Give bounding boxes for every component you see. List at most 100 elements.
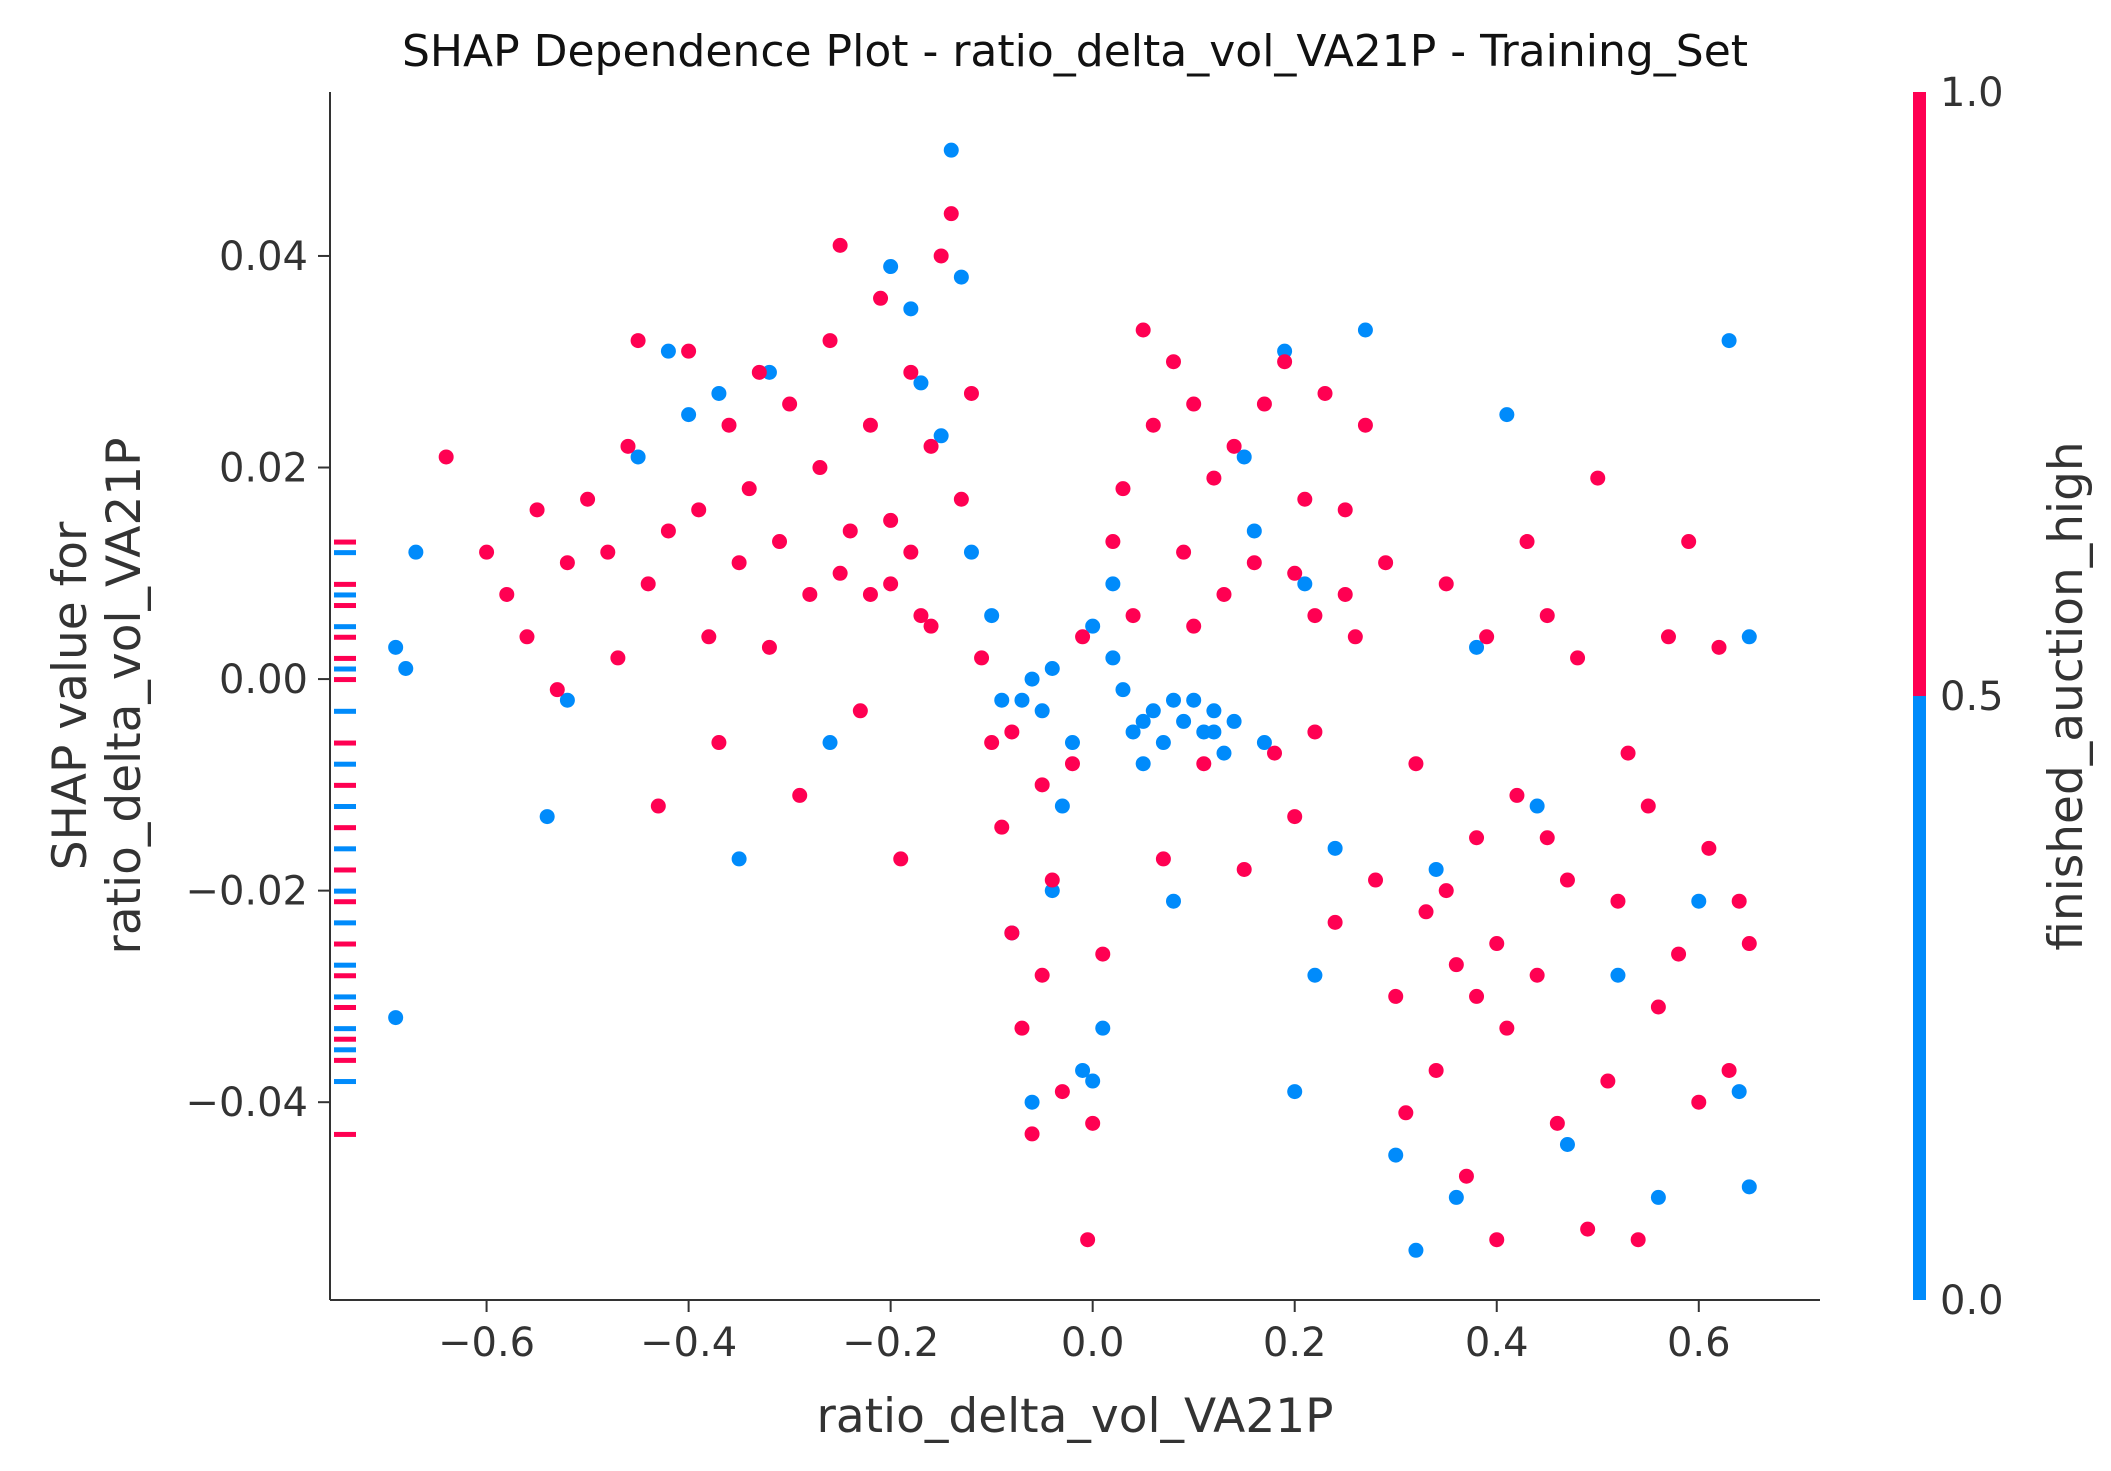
scatter-point [1650,1189,1666,1205]
scatter-point [1176,544,1192,560]
scatter-point [1368,872,1384,888]
rug-mark [334,962,356,968]
scatter-point [1580,1221,1596,1237]
scatter-point [903,301,919,317]
scatter-point [832,237,848,253]
scatter-point [1337,586,1353,602]
scatter-point [1590,470,1606,486]
scatter-point [1448,1189,1464,1205]
scatter-point [1226,713,1242,729]
colorbar-label: finished_auction_high [2039,441,2094,950]
scatter-point [1135,322,1151,338]
scatter-point [792,787,808,803]
y-tick-label: 0.02 [219,446,308,492]
scatter-point [1681,534,1697,550]
colorbar-low-segment [1913,696,1926,1300]
scatter-point [1196,756,1212,772]
scatter-point [1155,735,1171,751]
scatter-point [812,460,828,476]
scatter-point [1024,1094,1040,1110]
scatter-point [529,502,545,518]
rug-mark [334,1079,356,1085]
y-axis-label-group: SHAP value for ratio_delta_vol_VA21P [43,438,152,955]
scatter-point [1741,936,1757,952]
rug-mark [334,624,356,630]
scatter-point [1145,703,1161,719]
scatter-point [711,735,727,751]
rug-mark [334,804,356,810]
scatter-point [731,555,747,571]
scatter-point [994,692,1010,708]
scatter-point [1105,650,1121,666]
scatter-point [903,364,919,380]
colorbar-tick-label: 0.0 [1940,1278,2004,1324]
scatter-point [1115,481,1131,497]
scatter-point [1206,724,1222,740]
scatter-point [681,343,697,359]
rug-mark [334,1036,356,1042]
scatter-point [1044,872,1060,888]
scatter-point [1044,660,1060,676]
scatter-point [1570,650,1586,666]
scatter-point [1691,1094,1707,1110]
scatter-point [499,586,515,602]
rug-mark [334,941,356,947]
scatter-point [802,586,818,602]
scatter-point [1267,745,1283,761]
scatter-point [1155,851,1171,867]
scatter-point [1731,893,1747,909]
scatter-point [1297,576,1313,592]
scatter-point [1539,830,1555,846]
scatter-point [1408,756,1424,772]
scatter-point [1499,1020,1515,1036]
rug-mark [334,634,356,640]
scatter-point [984,608,1000,624]
scatter-point [1327,914,1343,930]
scatter-point [1176,713,1192,729]
scatter-point [1287,1084,1303,1100]
scatter-point [650,798,666,814]
x-tick-label: 0.2 [1263,1320,1327,1366]
scatter-point [388,639,404,655]
scatter-point [1085,1115,1101,1131]
scatter-point [751,364,767,380]
scatter-points [388,142,1757,1258]
scatter-point [842,523,858,539]
scatter-point [1236,861,1252,877]
rug-mark [334,1131,356,1137]
scatter-point [1287,809,1303,825]
rug-mark [334,550,356,556]
scatter-point [701,629,717,645]
scatter-point [933,428,949,444]
scatter-point [943,206,959,222]
scatter-point [721,417,737,433]
rug-mark [334,867,356,873]
colorbar: 1.0 0.5 0.0 finished_auction_high [1913,70,2094,1324]
rug-mark [334,973,356,979]
scatter-point [1428,1062,1444,1078]
y-axis-ticks: 0.04 0.02 0.00 −0.02 −0.04 [185,234,330,1126]
scatter-point [1357,417,1373,433]
scatter-point [1398,1105,1414,1121]
scatter-point [862,417,878,433]
rug-mark [334,846,356,852]
scatter-point [388,1010,404,1026]
scatter-point [1378,555,1394,571]
scatter-point [1064,756,1080,772]
scatter-point [1216,586,1232,602]
scatter-point [1034,777,1050,793]
scatter-point [1080,1232,1096,1248]
scatter-point [782,396,798,412]
y-tick-label: 0.04 [219,234,308,280]
scatter-point [1105,576,1121,592]
scatter-point [1418,904,1434,920]
rug-mark [334,603,356,609]
scatter-point [1489,936,1505,952]
scatter-point [398,660,414,676]
scatter-point [862,586,878,602]
scatter-point [1691,893,1707,909]
scatter-point [1741,1179,1757,1195]
scatter-point [1075,629,1091,645]
scatter-point [1448,957,1464,973]
